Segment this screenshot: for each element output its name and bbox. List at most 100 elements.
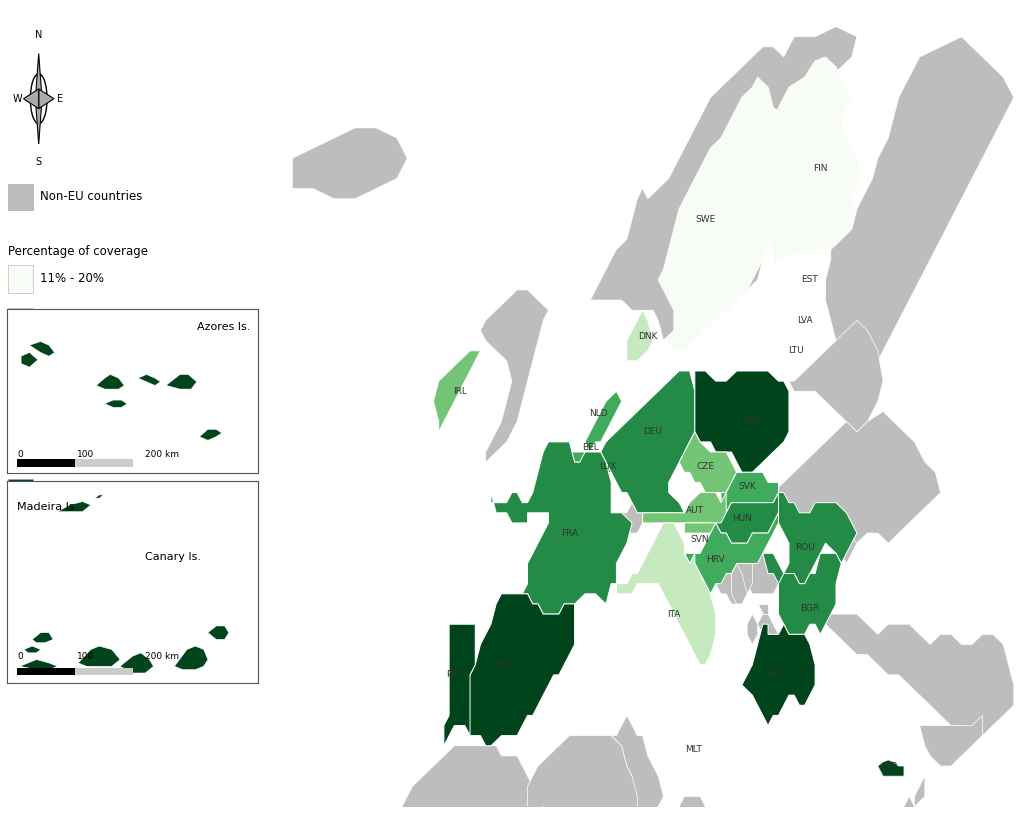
Polygon shape xyxy=(36,53,42,99)
Text: AUT: AUT xyxy=(686,506,703,515)
Text: 31% - 40%: 31% - 40% xyxy=(40,358,104,371)
Polygon shape xyxy=(627,310,653,360)
Text: IRL: IRL xyxy=(453,387,467,396)
Polygon shape xyxy=(611,715,664,823)
Polygon shape xyxy=(914,776,925,807)
Bar xyxy=(8,351,33,379)
Bar xyxy=(51,508,94,518)
Polygon shape xyxy=(758,604,768,614)
Polygon shape xyxy=(569,452,606,472)
Polygon shape xyxy=(443,594,574,746)
Polygon shape xyxy=(120,653,154,673)
Polygon shape xyxy=(788,320,883,432)
Text: Madeira Is.: Madeira Is. xyxy=(17,502,79,512)
Text: 61% - 75%: 61% - 75% xyxy=(40,486,104,500)
Text: EST: EST xyxy=(802,276,818,284)
Polygon shape xyxy=(731,564,748,604)
Text: MLT: MLT xyxy=(685,746,702,755)
Polygon shape xyxy=(695,371,788,472)
Polygon shape xyxy=(166,374,197,389)
Polygon shape xyxy=(480,290,549,463)
Polygon shape xyxy=(825,37,1014,381)
Text: W: W xyxy=(12,94,23,104)
Polygon shape xyxy=(616,523,716,665)
Bar xyxy=(17,668,75,675)
Polygon shape xyxy=(36,99,42,144)
Text: 51% - 60%: 51% - 60% xyxy=(40,444,104,457)
Text: FIN: FIN xyxy=(813,164,827,173)
Text: 21% - 30%: 21% - 30% xyxy=(40,315,104,328)
Polygon shape xyxy=(590,26,857,341)
Text: FRA: FRA xyxy=(561,528,578,537)
Polygon shape xyxy=(716,492,778,543)
Polygon shape xyxy=(208,626,228,639)
Text: 200 km: 200 km xyxy=(145,652,179,661)
Polygon shape xyxy=(24,89,39,109)
Polygon shape xyxy=(643,492,726,523)
Text: 800 km: 800 km xyxy=(73,495,110,505)
Bar xyxy=(75,668,133,675)
Polygon shape xyxy=(601,463,611,472)
Polygon shape xyxy=(24,646,41,653)
Polygon shape xyxy=(397,746,569,823)
Polygon shape xyxy=(292,128,408,199)
Polygon shape xyxy=(773,412,941,553)
Polygon shape xyxy=(96,374,124,389)
Polygon shape xyxy=(643,797,805,823)
Text: SVN: SVN xyxy=(691,535,710,544)
Text: ESP: ESP xyxy=(493,660,510,669)
Text: 41% - 50%: 41% - 50% xyxy=(40,401,104,414)
Text: BEL: BEL xyxy=(582,444,599,453)
Text: HUN: HUN xyxy=(732,514,752,523)
Bar xyxy=(8,508,51,518)
Polygon shape xyxy=(679,432,736,492)
Polygon shape xyxy=(684,513,778,594)
Polygon shape xyxy=(95,495,103,498)
Polygon shape xyxy=(684,523,716,533)
Polygon shape xyxy=(200,430,222,440)
Polygon shape xyxy=(174,646,208,670)
Text: SWE: SWE xyxy=(695,215,716,224)
Polygon shape xyxy=(658,77,805,351)
Text: BGR: BGR xyxy=(800,603,819,612)
Polygon shape xyxy=(716,564,753,604)
Polygon shape xyxy=(778,553,842,635)
Bar xyxy=(8,265,33,293)
Text: 0: 0 xyxy=(17,449,23,458)
Polygon shape xyxy=(815,614,1014,736)
Polygon shape xyxy=(138,374,161,385)
Polygon shape xyxy=(433,351,480,432)
Text: 100: 100 xyxy=(78,449,94,458)
Text: ROU: ROU xyxy=(795,542,814,551)
Polygon shape xyxy=(721,472,778,513)
Polygon shape xyxy=(920,715,982,766)
Text: LTU: LTU xyxy=(788,346,804,356)
Polygon shape xyxy=(490,442,632,614)
Polygon shape xyxy=(691,744,696,750)
Polygon shape xyxy=(763,492,857,584)
Polygon shape xyxy=(691,744,696,750)
Text: 0: 0 xyxy=(8,495,14,505)
Text: ITA: ITA xyxy=(668,610,681,619)
Text: SVK: SVK xyxy=(738,482,756,491)
Bar xyxy=(17,459,75,467)
Polygon shape xyxy=(611,503,653,533)
Text: Azores Is.: Azores Is. xyxy=(198,322,251,332)
Polygon shape xyxy=(57,502,91,512)
Polygon shape xyxy=(19,659,57,670)
Text: 100: 100 xyxy=(78,652,94,661)
Polygon shape xyxy=(748,614,758,644)
Polygon shape xyxy=(443,624,475,746)
Polygon shape xyxy=(878,760,904,776)
Bar xyxy=(8,184,33,210)
Polygon shape xyxy=(22,352,38,367)
Text: LUX: LUX xyxy=(599,462,616,471)
Text: Percentage of coverage: Percentage of coverage xyxy=(8,244,148,258)
Bar xyxy=(8,393,33,421)
Text: DNK: DNK xyxy=(638,332,657,341)
Text: 400: 400 xyxy=(39,495,57,505)
Polygon shape xyxy=(30,342,54,356)
Text: LVA: LVA xyxy=(797,316,812,325)
Bar xyxy=(8,308,33,336)
Polygon shape xyxy=(601,371,695,513)
